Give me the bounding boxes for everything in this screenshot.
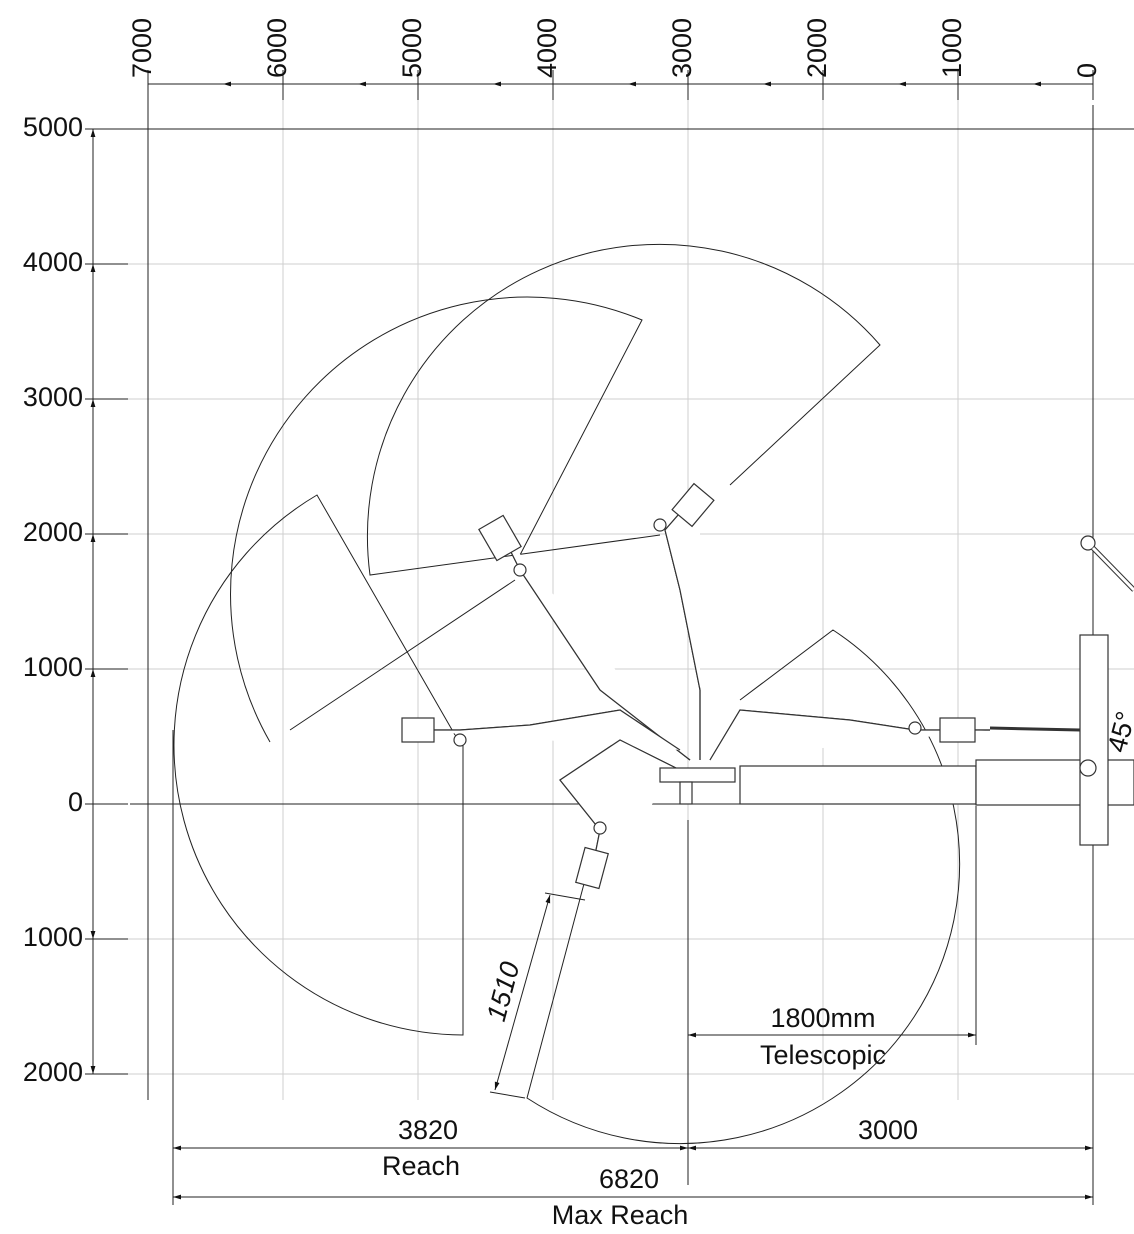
arms [401,482,990,890]
scale-label: 3000 [667,18,697,78]
scale-label: 1000 [23,922,83,952]
dimension-value: 6820 [599,1164,659,1194]
dimension-value: 3000 [858,1115,918,1145]
boom [739,535,1134,846]
scale-label: 3000 [23,382,83,412]
scale-label: 0 [1072,63,1102,78]
reach-sector [173,494,464,1036]
left-scale: 5000 4000 3000 2000 1000 0 1000 2000 [23,112,128,1087]
scale-label: 5000 [397,18,427,78]
extension-line [489,1091,526,1099]
scale-label: 1000 [23,652,83,682]
reach-sector [526,629,961,1145]
dimension-value: 1800mm [770,1003,875,1033]
top-scale: 7000 6000 5000 4000 3000 2000 1000 0 [127,18,1102,100]
scale-label: 5000 [23,112,83,142]
scale-label: 7000 [127,18,157,78]
scale-label: 1000 [937,18,967,78]
scale-label: 2000 [23,517,83,547]
dimension-caption: Telescopic [760,1040,886,1070]
dimension-value: 1510 [481,959,526,1025]
scale-label: 2000 [802,18,832,78]
scale-label: 4000 [532,18,562,78]
reach-sector [366,243,881,576]
scale-label: 4000 [23,247,83,277]
scale-label: 2000 [23,1057,83,1087]
grid [105,100,1134,1100]
scale-label: 6000 [262,18,292,78]
dimension-caption: Max Reach [552,1200,689,1230]
scale-label: 0 [68,787,83,817]
dimension-line [494,894,551,1091]
dimension-value: 3820 [398,1115,458,1145]
dimension-caption: Reach [382,1151,460,1181]
reach-sector [230,296,643,743]
extension-line [544,892,586,901]
